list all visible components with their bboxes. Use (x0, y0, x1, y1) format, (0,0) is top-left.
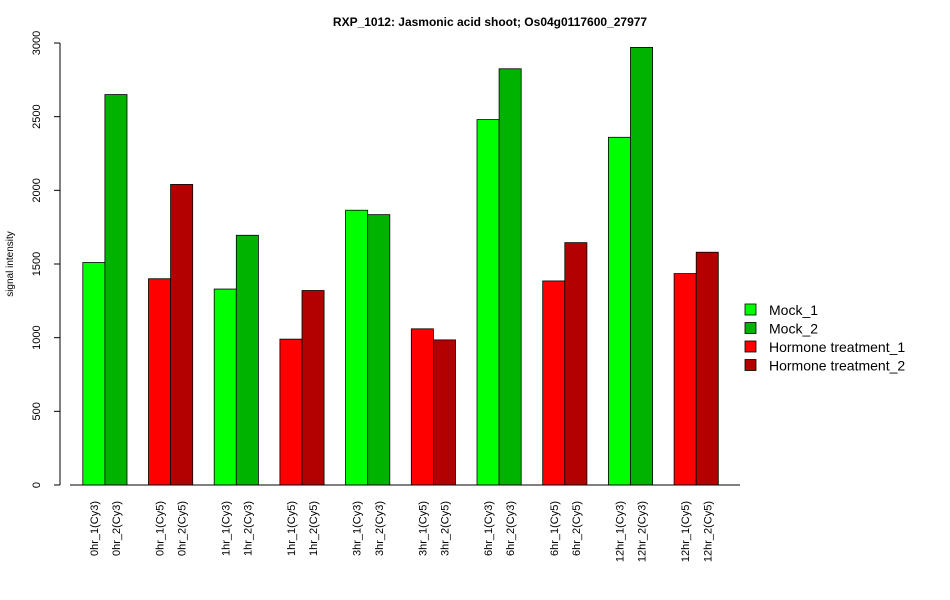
category-label: 6hr_1(Cy5) (549, 501, 561, 556)
bar (279, 338, 303, 486)
category-label: 12hr_2(Cy5) (702, 501, 714, 562)
category-label: 1hr_2(Cy3) (242, 501, 254, 556)
y-tick-label: 2000 (31, 178, 43, 202)
legend-swatch (744, 359, 757, 371)
category-label: 1hr_1(Cy3) (220, 501, 232, 556)
bar (104, 94, 128, 486)
category-label: 1hr_2(Cy5) (308, 501, 320, 556)
bar (213, 288, 237, 486)
chart-title: RXP_1012: Jasmonic acid shoot; Os04g0117… (333, 15, 648, 29)
category-labels: 0hr_1(Cy3) 0hr_2(Cy3) 0hr_1(Cy5) 0hr_2(Cy5)… (89, 501, 714, 562)
legend-label: Hormone treatment_1 (769, 339, 905, 355)
bar (608, 136, 631, 486)
bar (235, 234, 259, 486)
bar (564, 242, 588, 486)
legend-label: Hormone treatment_2 (769, 358, 905, 374)
legend-swatch (744, 322, 757, 334)
legend-label: Mock_1 (769, 302, 818, 318)
bar (170, 184, 194, 486)
bar (432, 339, 456, 486)
category-label: 0hr_2(Cy5) (177, 501, 189, 556)
category-label: 12hr_1(Cy5) (680, 501, 692, 562)
category-label: 6hr_2(Cy3) (505, 501, 517, 556)
legend-label: Mock_2 (769, 321, 818, 337)
bar (82, 262, 106, 486)
y-tick-label: 1500 (31, 252, 43, 276)
category-label: 3hr_2(Cy5) (439, 501, 451, 556)
y-axis: 0 500 1000 1500 2000 2500 3000 (31, 31, 61, 488)
bars (82, 47, 719, 486)
category-label: 0hr_1(Cy3) (89, 501, 101, 556)
bar (301, 290, 325, 486)
bar (630, 47, 654, 486)
category-label: 6hr_2(Cy5) (571, 501, 583, 556)
bar (476, 119, 500, 486)
category-label: 12hr_2(Cy3) (637, 501, 649, 562)
category-label: 12hr_1(Cy3) (614, 501, 626, 562)
legend-swatch (744, 340, 757, 353)
category-label: 0hr_1(Cy5) (155, 501, 167, 556)
category-label: 3hr_1(Cy5) (417, 501, 429, 556)
y-tick-label: 0 (31, 482, 43, 488)
bar (410, 328, 434, 486)
y-tick-label: 3000 (31, 31, 43, 55)
y-tick-label: 500 (31, 402, 43, 420)
category-label: 3hr_1(Cy3) (352, 501, 364, 556)
bar (695, 251, 719, 486)
bar (673, 273, 697, 486)
y-tick-label: 2500 (31, 104, 43, 128)
bar (542, 280, 566, 486)
bar (148, 278, 172, 486)
category-label: 1hr_1(Cy5) (286, 501, 298, 556)
y-tick-label: 1000 (31, 325, 43, 349)
bar (498, 68, 522, 486)
category-label: 3hr_2(Cy3) (374, 501, 386, 556)
legend: Mock_1 Mock_2 Hormone treatment_1 Hormone t… (744, 302, 905, 374)
y-axis-label: signal intensity (5, 231, 16, 297)
category-label: 6hr_1(Cy3) (483, 501, 495, 556)
bar (345, 209, 369, 486)
category-label: 0hr_2(Cy3) (111, 501, 123, 556)
bar (367, 214, 391, 486)
legend-swatch (744, 303, 757, 316)
